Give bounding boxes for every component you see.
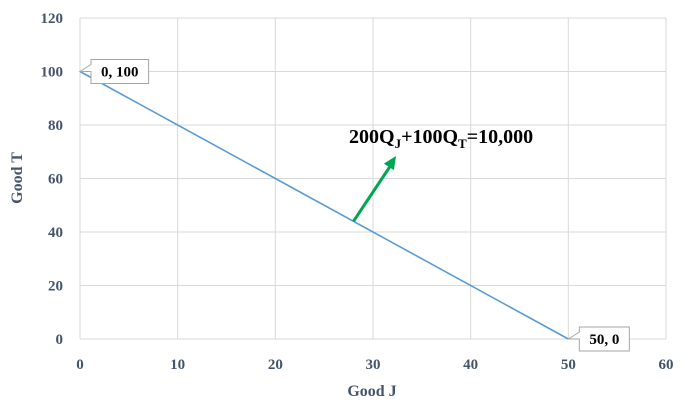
data-callout: 50, 0: [566, 326, 630, 352]
equation-subscript: T: [458, 136, 467, 151]
callout-box: [78, 59, 150, 84]
x-tick-label: 60: [659, 357, 674, 373]
x-axis-ticks: 0 10 20 30 40 50 60: [76, 357, 673, 373]
x-axis-title: Good J: [347, 383, 396, 400]
equation-part: +100Q: [401, 126, 458, 148]
x-tick-label: 50: [561, 357, 576, 373]
y-tick-label: 120: [41, 11, 64, 27]
equation-part: 200Q: [349, 126, 395, 148]
x-tick-label: 0: [76, 357, 84, 373]
arrow-shaft: [352, 161, 395, 223]
y-tick-label: 40: [48, 225, 63, 241]
callouts-layer: 0, 100 50, 0: [78, 59, 630, 352]
series-layer: [79, 70, 569, 340]
y-tick-label: 20: [48, 279, 63, 295]
grid-lines: [79, 17, 667, 340]
x-tick-label: 10: [170, 357, 185, 373]
y-axis-ticks: 0 20 40 60 80 100 120: [41, 11, 64, 348]
callout-label: 0, 100: [101, 65, 139, 81]
y-tick-label: 100: [41, 65, 64, 81]
data-callout: 0, 100: [78, 59, 150, 84]
x-tick-label: 40: [463, 357, 478, 373]
equation-subscript: J: [395, 136, 402, 151]
equation-part: =10,000: [467, 126, 533, 148]
callout-label: 50, 0: [589, 332, 619, 348]
series-line: [79, 70, 569, 340]
equation-annotation: 200QJ+100QT=10,000: [349, 126, 533, 223]
x-tick-label: 20: [268, 357, 283, 373]
equation-text: 200QJ+100QT=10,000: [349, 126, 533, 151]
y-tick-label: 80: [48, 118, 63, 134]
x-tick-label: 30: [366, 357, 381, 373]
callout-box: [566, 326, 630, 352]
y-tick-label: 60: [48, 172, 63, 188]
arrow-head: [383, 156, 396, 171]
y-tick-label: 0: [56, 332, 64, 348]
y-axis-title: Good T: [9, 152, 26, 204]
